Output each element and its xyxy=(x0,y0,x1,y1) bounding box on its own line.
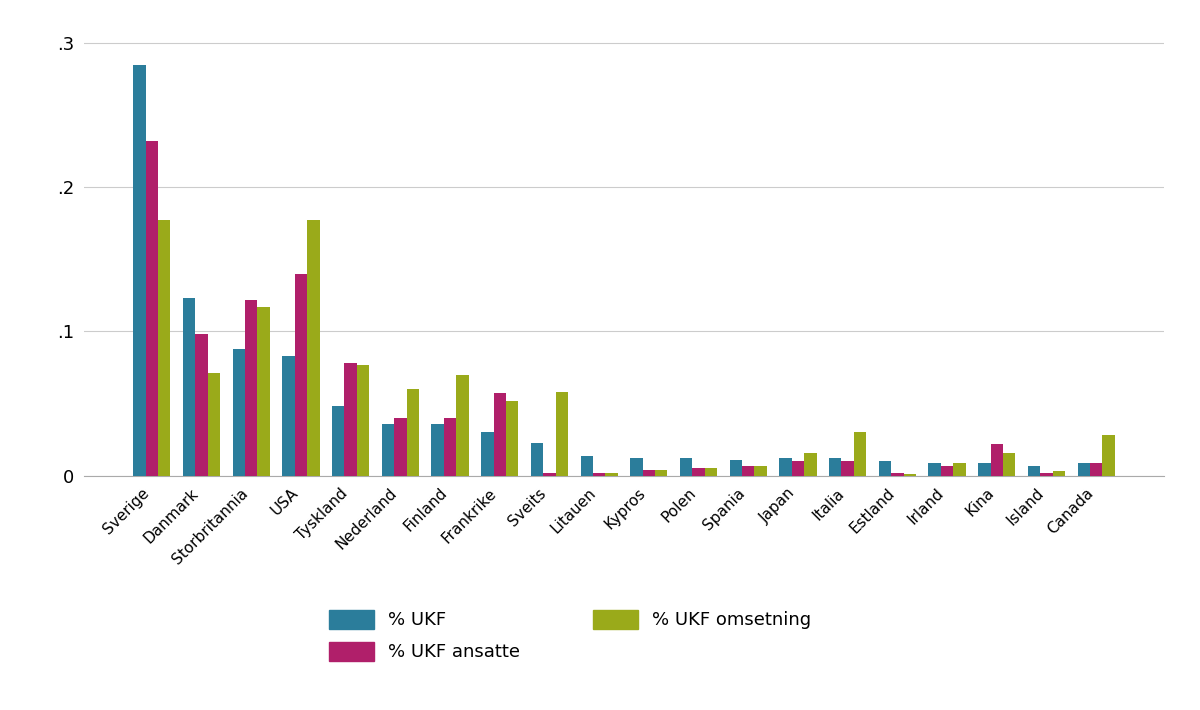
Bar xyxy=(295,274,307,476)
Bar xyxy=(1003,452,1015,476)
Bar xyxy=(407,389,419,476)
Bar xyxy=(829,459,841,476)
Bar xyxy=(245,300,257,476)
Bar xyxy=(1040,473,1052,476)
Bar xyxy=(556,392,568,476)
Bar xyxy=(854,432,866,476)
Bar xyxy=(792,462,804,476)
Bar xyxy=(1052,471,1066,476)
Bar xyxy=(593,473,605,476)
Bar xyxy=(481,432,493,476)
Bar xyxy=(158,220,170,476)
Bar xyxy=(978,463,991,476)
Bar xyxy=(133,65,145,476)
Bar xyxy=(257,307,270,476)
Bar xyxy=(1090,463,1103,476)
Bar xyxy=(530,442,544,476)
Bar xyxy=(655,470,667,476)
Bar xyxy=(605,473,618,476)
Bar xyxy=(1078,463,1090,476)
Bar xyxy=(692,469,704,476)
Bar xyxy=(394,418,407,476)
Bar xyxy=(145,141,158,476)
Bar xyxy=(282,356,295,476)
Bar xyxy=(307,220,319,476)
Bar xyxy=(431,424,444,476)
Bar xyxy=(953,463,966,476)
Bar xyxy=(630,459,643,476)
Bar xyxy=(506,400,518,476)
Bar xyxy=(382,424,394,476)
Bar xyxy=(493,393,506,476)
Bar xyxy=(444,418,456,476)
Bar xyxy=(841,462,854,476)
Bar xyxy=(904,474,916,476)
Bar xyxy=(208,373,220,476)
Bar xyxy=(356,365,370,476)
Bar xyxy=(581,456,593,476)
Bar xyxy=(1028,466,1040,476)
Bar xyxy=(196,334,208,476)
Bar xyxy=(730,460,742,476)
Bar xyxy=(182,298,196,476)
Bar xyxy=(779,459,792,476)
Bar xyxy=(991,444,1003,476)
Bar xyxy=(704,469,718,476)
Bar xyxy=(804,452,817,476)
Bar xyxy=(941,466,953,476)
Bar xyxy=(643,470,655,476)
Legend: % UKF, % UKF ansatte, % UKF omsetning: % UKF, % UKF ansatte, % UKF omsetning xyxy=(322,603,818,669)
Bar xyxy=(344,364,356,476)
Bar xyxy=(680,459,692,476)
Bar xyxy=(332,406,344,476)
Bar xyxy=(755,466,767,476)
Bar xyxy=(544,473,556,476)
Bar xyxy=(878,462,892,476)
Bar xyxy=(929,463,941,476)
Bar xyxy=(742,466,755,476)
Bar xyxy=(1103,435,1115,476)
Bar xyxy=(456,375,469,476)
Bar xyxy=(892,473,904,476)
Bar xyxy=(233,349,245,476)
